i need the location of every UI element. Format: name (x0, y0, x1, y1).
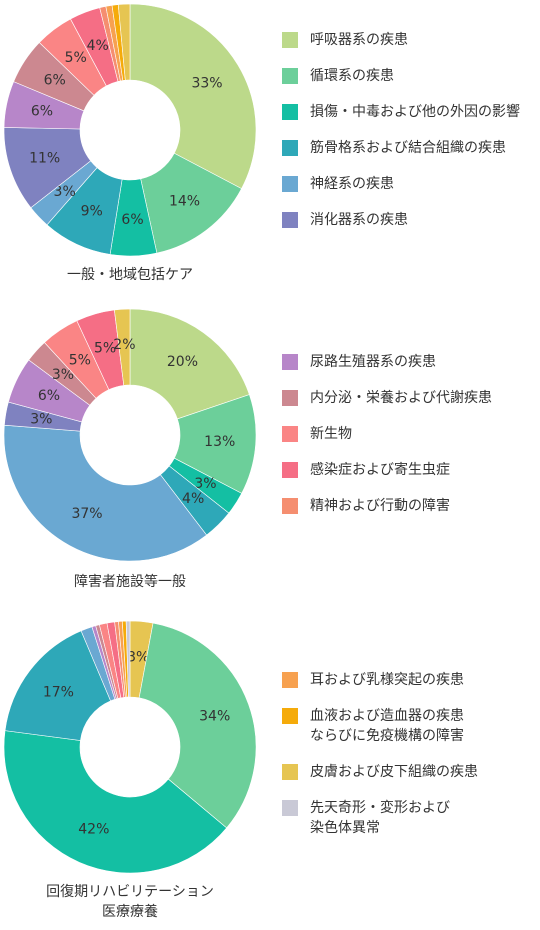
slice-label-urin: 6% (38, 388, 60, 404)
legend-item-infect: 感染症および寄生虫症 (282, 460, 492, 496)
legend-swatch (282, 708, 298, 724)
legend-item-blood: 血液および造血器の疾患 ならびに免疫機構の障害 (282, 706, 478, 762)
legend-rehab: 耳および乳様突起の疾患血液および造血器の疾患 ならびに免疫機構の障害皮膚および皮… (282, 670, 478, 854)
legend-swatch (282, 212, 298, 228)
slice-label-injury: 6% (121, 212, 143, 228)
legend-label: 新生物 (310, 426, 352, 442)
legend-label: 皮膚および皮下組織の疾患 (310, 764, 478, 780)
legend-swatch (282, 426, 298, 442)
slice-label-circ: 13% (204, 434, 235, 450)
legend-item-congen: 先天奇形・変形および 染色体異常 (282, 798, 478, 854)
slice-label-circ: 14% (169, 194, 200, 210)
legend-label: 先天奇形・変形および 染色体異常 (310, 800, 450, 836)
slice-skin (117, 3, 131, 81)
slice-label-injury: 42% (78, 821, 109, 837)
slice-resp (129, 3, 257, 190)
donut-chart-general: 33% 14% 6% 9% 3% 11% 6% 6% 5%4% (3, 3, 257, 257)
legend-swatch (282, 104, 298, 120)
legend-swatch (282, 32, 298, 48)
slice-label-digest: 3% (30, 412, 52, 428)
legend-label: 尿路生殖器系の疾患 (310, 354, 436, 370)
legend-item-digest: 消化器系の疾患 (282, 210, 520, 246)
legend-label: 神経系の疾患 (310, 176, 394, 192)
chart-title-general: 一般・地域包括ケア (67, 267, 193, 283)
slice-label-nerve: 3% (54, 184, 76, 200)
donut-chart-rehab: 3% 34% 42% 17% (3, 620, 257, 874)
legend-swatch (282, 672, 298, 688)
slice-label-injury: 3% (194, 476, 216, 492)
slice-label-neo: 5% (65, 50, 87, 66)
legend-swatch (282, 498, 298, 514)
slice-nerve (3, 424, 207, 562)
slice-skin (114, 308, 131, 386)
slice-label-urin: 6% (31, 103, 53, 119)
slice-label-neo: 5% (69, 352, 91, 368)
legend-label: 感染症および寄生虫症 (310, 462, 450, 478)
slice-label-resp: 20% (167, 354, 198, 370)
legend-label: 血液および造血器の疾患 ならびに免疫機構の障害 (310, 708, 464, 744)
legend-swatch (282, 354, 298, 370)
legend-item-skin: 皮膚および皮下組織の疾患 (282, 762, 478, 798)
legend-item-mental: 精神および行動の障害 (282, 496, 492, 532)
slice-congen (125, 620, 131, 698)
legend-label: 損傷・中毒および他の外因の影響 (310, 104, 520, 120)
legend-item-resp: 呼吸器系の疾患 (282, 30, 520, 66)
legend-label: 呼吸器系の疾患 (310, 32, 408, 48)
slice-circ (138, 622, 257, 829)
legend-item-urin: 尿路生殖器系の疾患 (282, 352, 492, 388)
legend-label: 内分泌・栄養および代謝疾患 (310, 390, 492, 406)
slice-label-endo: 3% (52, 367, 74, 383)
legend-swatch (282, 68, 298, 84)
legend-item-nerve: 神経系の疾患 (282, 174, 520, 210)
legend-label: 筋骨格系および結合組織の疾患 (310, 140, 506, 156)
legend-label: 精神および行動の障害 (310, 498, 450, 514)
legend-label: 耳および乳様突起の疾患 (310, 672, 464, 688)
slice-label-resp: 33% (191, 75, 222, 91)
slice-label-nerve: 37% (71, 506, 102, 522)
legend-label: 消化器系の疾患 (310, 212, 408, 228)
legend-item-ear: 耳および乳様突起の疾患 (282, 670, 478, 706)
legend-swatch (282, 176, 298, 192)
slice-label-musc: 17% (43, 684, 74, 700)
slice-label-skin: 3% (127, 649, 149, 665)
chart-title-disability: 障害者施設等一般 (74, 574, 186, 590)
slice-injury (3, 730, 228, 874)
slice-label-skin: 2% (113, 337, 135, 353)
legend-swatch (282, 140, 298, 156)
legend-item-endo: 内分泌・栄養および代謝疾患 (282, 388, 492, 424)
legend-item-circ: 循環系の疾患 (282, 66, 520, 102)
slice-label-musc: 9% (81, 203, 103, 219)
slice-label-infect: 5% (94, 341, 116, 357)
slice-label-digest: 11% (29, 151, 60, 167)
donut-chart-disability: 20%13%3%4%37%3%6%3%5%5%2% (3, 308, 257, 562)
legend-swatch (282, 390, 298, 406)
legend-swatch (282, 462, 298, 478)
slice-label-infect: 4% (87, 38, 109, 54)
slice-label-circ: 34% (199, 709, 230, 725)
legend-item-musc: 筋骨格系および結合組織の疾患 (282, 138, 520, 174)
legend-swatch (282, 800, 298, 816)
slice-label-endo: 6% (44, 73, 66, 89)
legend-general: 呼吸器系の疾患 循環系の疾患損傷・中毒および他の外因の影響 筋骨格系および結合組織の… (282, 30, 520, 246)
legend-item-neo: 新生物 (282, 424, 492, 460)
slice-resp (129, 308, 250, 420)
legend-swatch (282, 764, 298, 780)
slice-label-musc: 4% (182, 491, 204, 507)
slice-musc (4, 630, 111, 741)
legend-label: 循環系の疾患 (310, 68, 394, 84)
chart-title-rehab: 回復期リハビリテーション 医療療養 (46, 884, 214, 920)
legend-item-injury: 損傷・中毒および他の外因の影響 (282, 102, 520, 138)
legend-disability: 尿路生殖器系の疾患内分泌・栄養および代謝疾患 新生物感染症および寄生虫症 精神および… (282, 352, 492, 532)
